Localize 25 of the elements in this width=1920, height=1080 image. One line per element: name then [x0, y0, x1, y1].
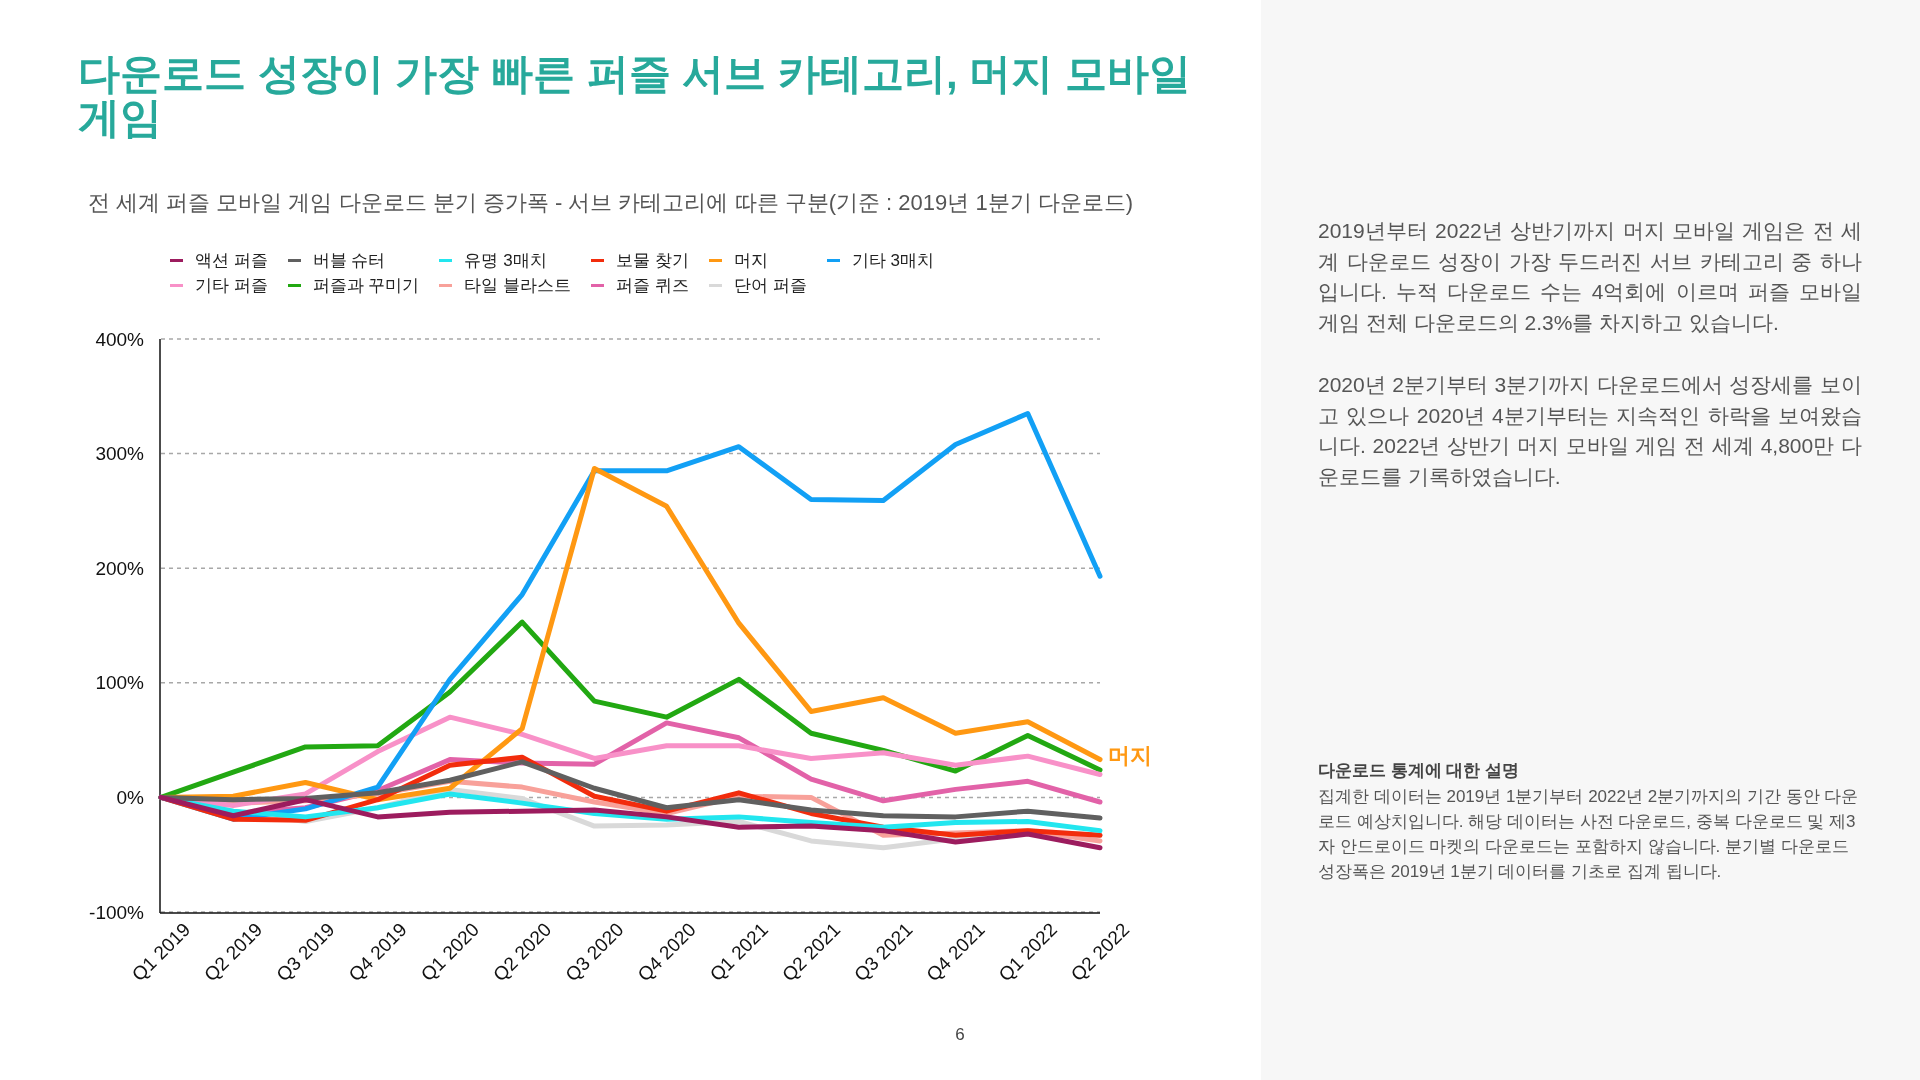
legend-label: 타일 블라스트 [464, 275, 572, 296]
legend-label: 퍼즐 퀴즈 [616, 275, 689, 296]
text: 집계한 데이터는 2019년 1분기부터 2022년 2분기까지의 기간 동안 다운로드 예상치입니다. 해당 데이터는 사전 다운로드, 중복 다운로드 및 제3자 안드로이드 마켓의 다운로드는 포함하지 않습니다. 분기별 다운로드 성장폭은 2019년 1분기 데이터를 기초로 집계 됩니다. [1318, 786, 1860, 883]
y-tick-label: -100% [89, 901, 145, 923]
legend-label: 기타 3매치 [851, 250, 934, 271]
annotation: 머지 [1108, 743, 1152, 769]
legend-label: 버블 슈터 [312, 250, 386, 271]
legend-label: 머지 [733, 250, 768, 271]
chart-subtitle: 전 세계 퍼즐 모바일 게임 다운로드 분기 증가폭 - 서브 카테고리에 따른 구분(기준 : 2019년 1분기 다운로드) [88, 189, 1135, 217]
legend-label: 퍼즐과 꾸미기 [312, 275, 420, 296]
y-tick-label: 400% [95, 328, 145, 350]
text: 6 [954, 1024, 966, 1046]
chart-title: 다운로드 성장이 가장 빠른 퍼즐 서브 카테고리, 머지 모바일 게임 [78, 50, 1193, 141]
legend-label: 액션 퍼즐 [195, 250, 268, 271]
legend-label: 기타 퍼즐 [195, 275, 268, 296]
y-tick-label: 0% [116, 786, 145, 808]
y-tick-label: 300% [95, 443, 145, 465]
y-tick-label: 200% [95, 557, 145, 579]
text: 2019년부터 2022년 상반기까지 머지 모바일 게임은 전 세계 다운로드 성장이 가장 두드러진 서브 카테고리 중 하나입니다. 누적 다운로드 수는 4억회에 이르며 퍼즐 모바일 게임 전체 다운로드의 2.3%를 차지하고 있습니다. [1318, 218, 1862, 336]
legend-label: 단어 퍼즐 [733, 275, 807, 296]
y-tick-label: 100% [95, 672, 145, 694]
legend-label: 유명 3매치 [464, 250, 547, 271]
legend-label: 보물 찾기 [616, 250, 689, 271]
text: 2020년 2분기부터 3분기까지 다운로드에서 성장세를 보이고 있으나 2020년 4분기부터는 지속적인 하락을 보여왔습니다. 2022년 상반기 머지 모바일 게임 전 세계 4,800만 다운로드를 기록하였습니다. [1318, 372, 1862, 490]
text: 다운로드 통계에 대한 설명 [1318, 760, 1521, 782]
